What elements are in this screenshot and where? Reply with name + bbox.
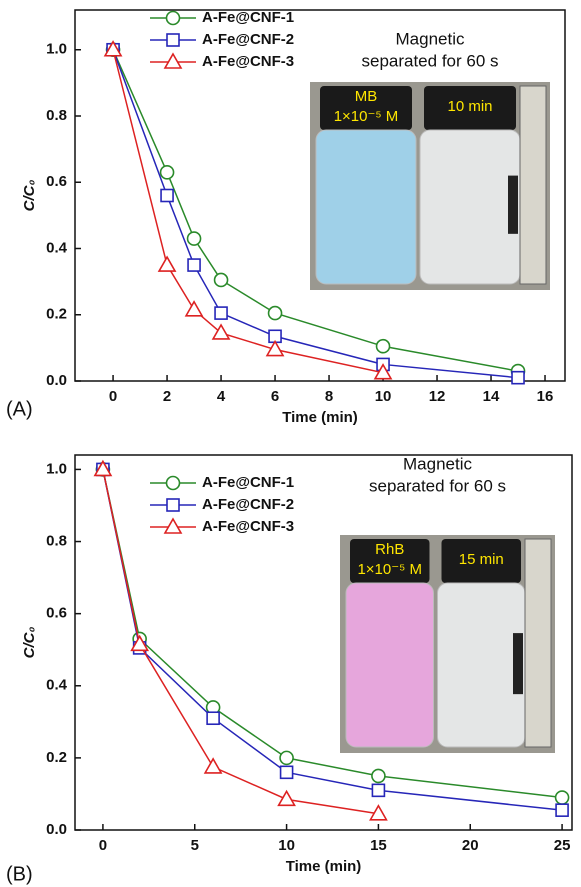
marker — [369, 804, 388, 821]
caption: separated for 60 s — [361, 51, 498, 70]
marker — [214, 306, 228, 320]
plot-frame — [74, 9, 566, 382]
marker — [103, 40, 123, 57]
legend-label: A-Fe@CNF-3 — [202, 53, 294, 70]
x-tick-label: 12 — [429, 388, 446, 405]
bottle — [437, 582, 526, 748]
legend-label: A-Fe@CNF-2 — [202, 496, 294, 513]
marker — [277, 789, 296, 807]
series-line — [112, 49, 384, 374]
marker — [279, 765, 294, 780]
series-line — [102, 469, 563, 799]
x-tick-label: 8 — [325, 388, 333, 405]
y-tick-label: 0.8 — [46, 533, 67, 550]
bottle — [419, 129, 521, 285]
y-axis-label: C/C₀ — [21, 180, 38, 212]
y-tick-label: 1.0 — [46, 460, 67, 477]
magnetic-particles — [508, 175, 518, 234]
plot-frame — [74, 454, 573, 831]
magnet — [524, 538, 552, 748]
marker — [157, 255, 177, 272]
marker — [187, 258, 201, 272]
photo-label: 1×10⁻⁵ M — [334, 108, 399, 125]
marker — [206, 711, 220, 726]
y-tick-label: 0.0 — [46, 821, 67, 838]
marker — [373, 363, 393, 380]
x-tick-label: 0 — [99, 837, 107, 854]
x-tick-label: 16 — [537, 388, 554, 405]
marker — [159, 165, 175, 180]
y-tick-label: 0.8 — [46, 107, 67, 124]
marker — [184, 300, 204, 317]
legend-marker — [163, 517, 183, 534]
photo-label: MB — [355, 88, 378, 105]
marker — [555, 803, 569, 817]
x-tick-label: 20 — [462, 837, 479, 854]
marker — [554, 790, 570, 805]
photo-label: 1×10⁻⁵ M — [357, 561, 422, 578]
x-axis-label: Time (min) — [286, 858, 362, 875]
legend-marker — [166, 33, 180, 47]
x-tick-label: 10 — [375, 388, 392, 405]
marker — [375, 338, 391, 354]
legend-marker — [165, 10, 181, 26]
bottle-cap — [424, 86, 516, 130]
legend-marker — [163, 52, 183, 69]
bottle — [315, 129, 417, 285]
y-axis-label: C/C₀ — [21, 627, 38, 659]
x-tick-label: 6 — [271, 388, 279, 405]
marker — [265, 339, 285, 357]
y-tick-label: 1.0 — [46, 41, 67, 58]
legend-marker — [165, 475, 181, 491]
legend-label: A-Fe@CNF-1 — [202, 9, 294, 26]
legend-label: A-Fe@CNF-1 — [202, 474, 294, 491]
y-tick-label: 0.0 — [46, 372, 67, 389]
y-tick-label: 0.6 — [46, 173, 67, 190]
marker — [160, 188, 174, 203]
y-tick-label: 0.6 — [46, 605, 67, 622]
marker — [511, 370, 525, 385]
legend-label: A-Fe@CNF-2 — [202, 31, 294, 48]
photo-label: RhB — [375, 541, 404, 558]
panel-label: (A) — [6, 398, 33, 420]
marker — [203, 757, 223, 774]
marker — [130, 634, 150, 652]
panel-label: (B) — [6, 863, 33, 885]
magnet — [519, 85, 547, 285]
x-tick-label: 15 — [370, 837, 387, 854]
legend-marker — [166, 498, 180, 512]
marker — [186, 231, 202, 246]
y-tick-label: 0.2 — [46, 749, 67, 766]
x-tick-label: 25 — [554, 837, 571, 854]
x-axis-label: Time (min) — [282, 409, 358, 426]
bottle-cap — [320, 86, 412, 130]
x-tick-label: 0 — [109, 388, 117, 405]
y-tick-label: 0.4 — [46, 239, 68, 256]
photo-label: 10 min — [447, 98, 492, 115]
magnetic-particles — [513, 633, 523, 695]
bottle — [345, 582, 434, 748]
x-tick-label: 14 — [483, 388, 500, 405]
legend-label: A-Fe@CNF-3 — [202, 518, 294, 535]
caption: separated for 60 s — [369, 476, 506, 495]
x-tick-label: 10 — [278, 837, 295, 854]
marker — [211, 323, 231, 340]
y-tick-label: 0.4 — [46, 677, 68, 694]
caption: Magnetic — [396, 29, 465, 48]
x-tick-label: 5 — [191, 837, 199, 854]
marker — [93, 459, 113, 477]
marker — [371, 768, 386, 784]
photo-label: 15 min — [459, 551, 504, 568]
y-tick-label: 0.2 — [46, 306, 67, 323]
marker — [371, 783, 386, 798]
x-tick-label: 2 — [163, 388, 171, 405]
marker — [279, 750, 294, 766]
bottle-cap — [350, 539, 430, 583]
x-tick-label: 4 — [217, 388, 226, 405]
marker — [213, 272, 229, 288]
caption: Magnetic — [403, 454, 472, 473]
marker — [267, 305, 283, 321]
bottle-cap — [441, 539, 521, 583]
